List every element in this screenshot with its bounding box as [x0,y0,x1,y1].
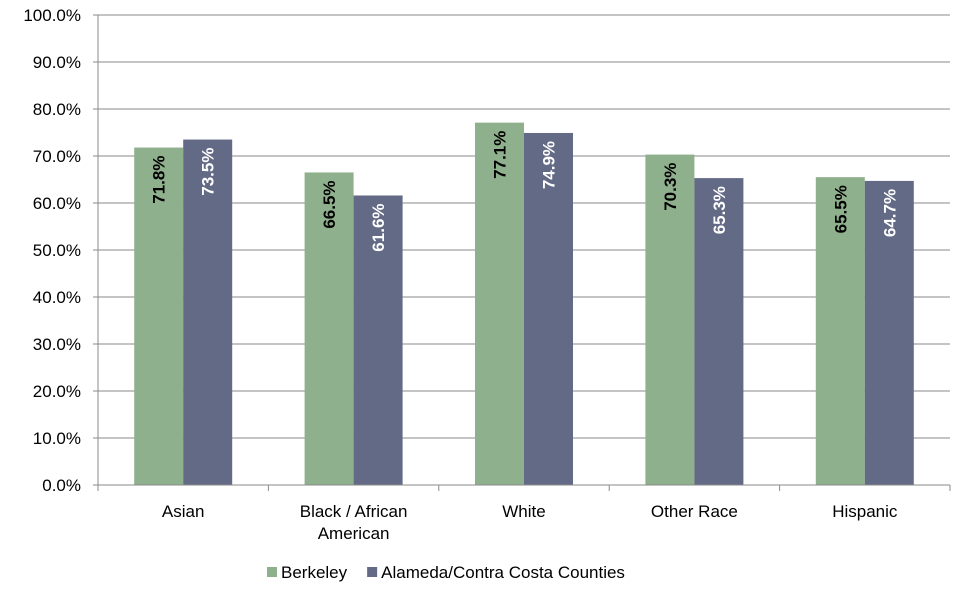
data-label: 65.3% [710,186,729,234]
legend: Berkeley Alameda/Contra Costa Counties [267,563,625,582]
x-axis-categories: Asian Black / African American White Other R… [162,502,898,543]
category-label: White [502,502,545,521]
data-label: 77.1% [491,131,510,179]
y-tick-label: 70.0% [33,147,81,166]
bar-berkeley [815,177,865,485]
bar-alameda-contra-costa-counties [183,139,233,486]
y-axis-ticks: 0.0% 10.0% 20.0% 30.0% 40.0% 50.0% 60.0% 70.0% 8… [23,6,81,495]
y-tick-label: 90.0% [33,53,81,72]
bar-alameda-contra-costa-counties [353,195,403,486]
bar-alameda-contra-costa-counties [694,178,744,485]
y-tick-label: 30.0% [33,335,81,354]
bar-berkeley [134,147,184,486]
data-labels: 71.8% 73.5% 66.5% 61.6% 77.1% 74.9% 70.3% 65.3%… [150,131,900,252]
data-label: 64.7% [880,189,899,237]
y-tick-label: 0.0% [42,476,81,495]
y-tick-label: 20.0% [33,382,81,401]
bar-berkeley [645,154,695,485]
category-label: Asian [162,502,205,521]
y-tick-label: 60.0% [33,194,81,213]
data-label: 61.6% [369,203,388,251]
category-label: Other Race [651,502,738,521]
bars [134,122,914,486]
data-label: 71.8% [150,156,169,204]
y-tick-label: 80.0% [33,100,81,119]
bar-alameda-contra-costa-counties [524,132,573,485]
legend-label: Alameda/Contra Costa Counties [381,563,625,582]
data-label: 66.5% [320,180,339,228]
y-tick-label: 50.0% [33,241,81,260]
bar-berkeley [475,122,524,485]
data-label: 70.3% [661,163,680,211]
bar-berkeley [304,172,354,485]
y-tick-label: 40.0% [33,288,81,307]
legend-label: Berkeley [281,563,348,582]
data-label: 65.5% [831,185,850,233]
data-label: 73.5% [199,148,218,196]
bar-alameda-contra-costa-counties [864,180,914,485]
axes [93,14,951,491]
category-label: American [318,524,390,543]
y-tick-label: 10.0% [33,429,81,448]
category-label: Hispanic [832,502,898,521]
legend-swatch [267,567,277,577]
y-tick-label: 100.0% [23,6,81,25]
legend-swatch [367,567,378,577]
category-label: Black / African [300,502,408,521]
data-label: 74.9% [540,141,559,189]
